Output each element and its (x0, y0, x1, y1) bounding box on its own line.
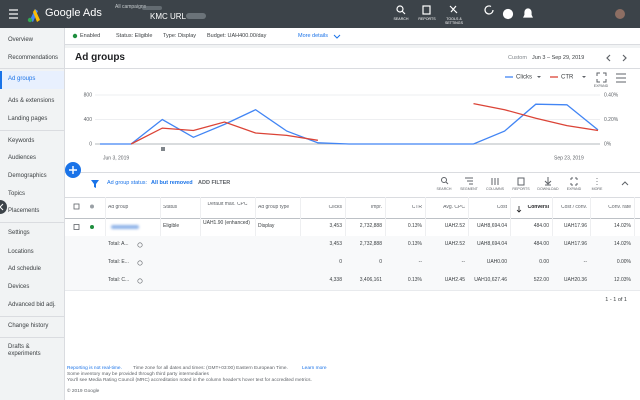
legend-label: Clicks (516, 75, 532, 81)
y-tick-label: 400 (84, 117, 93, 123)
legend-dropdown (537, 76, 541, 78)
x-tick-label: Sep 23, 2019 (554, 155, 584, 161)
expand-label: EXPAND (594, 84, 609, 88)
y2-tick-label: 0.40% (604, 92, 619, 98)
y2-tick-label: 0.20% (604, 117, 619, 123)
x-tick-label: Jun 3, 2019 (103, 155, 129, 161)
series-line (131, 104, 598, 144)
series-line (100, 104, 598, 144)
legend-dropdown (582, 76, 586, 78)
y-tick-label: 800 (84, 92, 93, 98)
legend-label: CTR (561, 75, 574, 81)
y-tick-label: 0 (89, 141, 92, 147)
y2-tick-label: 0% (604, 141, 612, 147)
